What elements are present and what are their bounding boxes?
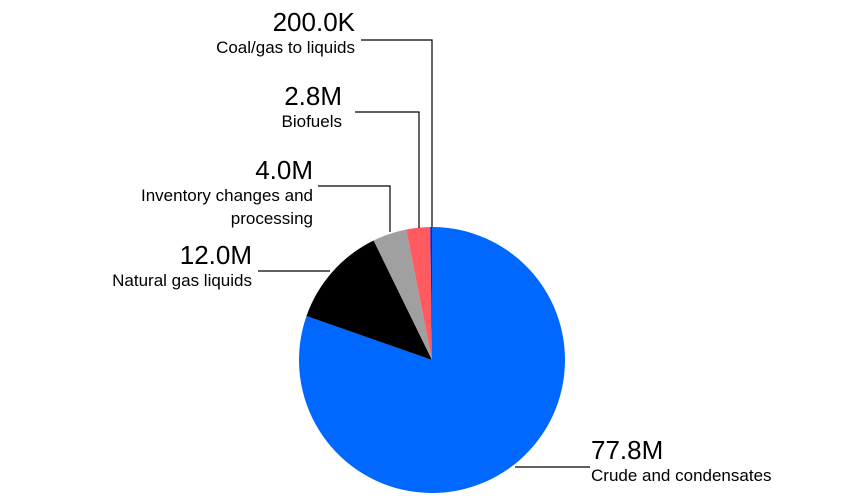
- slice-label: 12.0M Natural gas liquids: [12, 241, 252, 292]
- pie-slice: [306, 240, 432, 360]
- value-label: 200.0K: [272, 7, 355, 37]
- value-label: 12.0M: [179, 240, 252, 270]
- value-label: 4.0M: [255, 155, 313, 185]
- value-label: 2.8M: [284, 81, 342, 111]
- slice-label: 4.0M Inventory changes and processing: [73, 156, 313, 230]
- slice-label: 77.8M Crude and condensates: [591, 436, 772, 487]
- category-label: Biofuels: [281, 112, 342, 131]
- slice-label: 2.8M Biofuels: [102, 82, 342, 133]
- category-label: Inventory changes and processing: [140, 186, 313, 228]
- pie-slice: [406, 227, 432, 360]
- slice-label: 200.0K Coal/gas to liquids: [115, 8, 355, 59]
- category-label: Coal/gas to liquids: [216, 38, 355, 57]
- leader-line: [355, 111, 420, 228]
- leader-line: [318, 185, 391, 232]
- leader-line: [361, 39, 433, 227]
- value-label: 77.8M: [591, 435, 664, 465]
- category-label: Crude and condensates: [591, 466, 772, 485]
- pie-slice: [430, 227, 432, 360]
- pie-slice: [373, 229, 432, 360]
- category-label: Natural gas liquids: [112, 271, 252, 290]
